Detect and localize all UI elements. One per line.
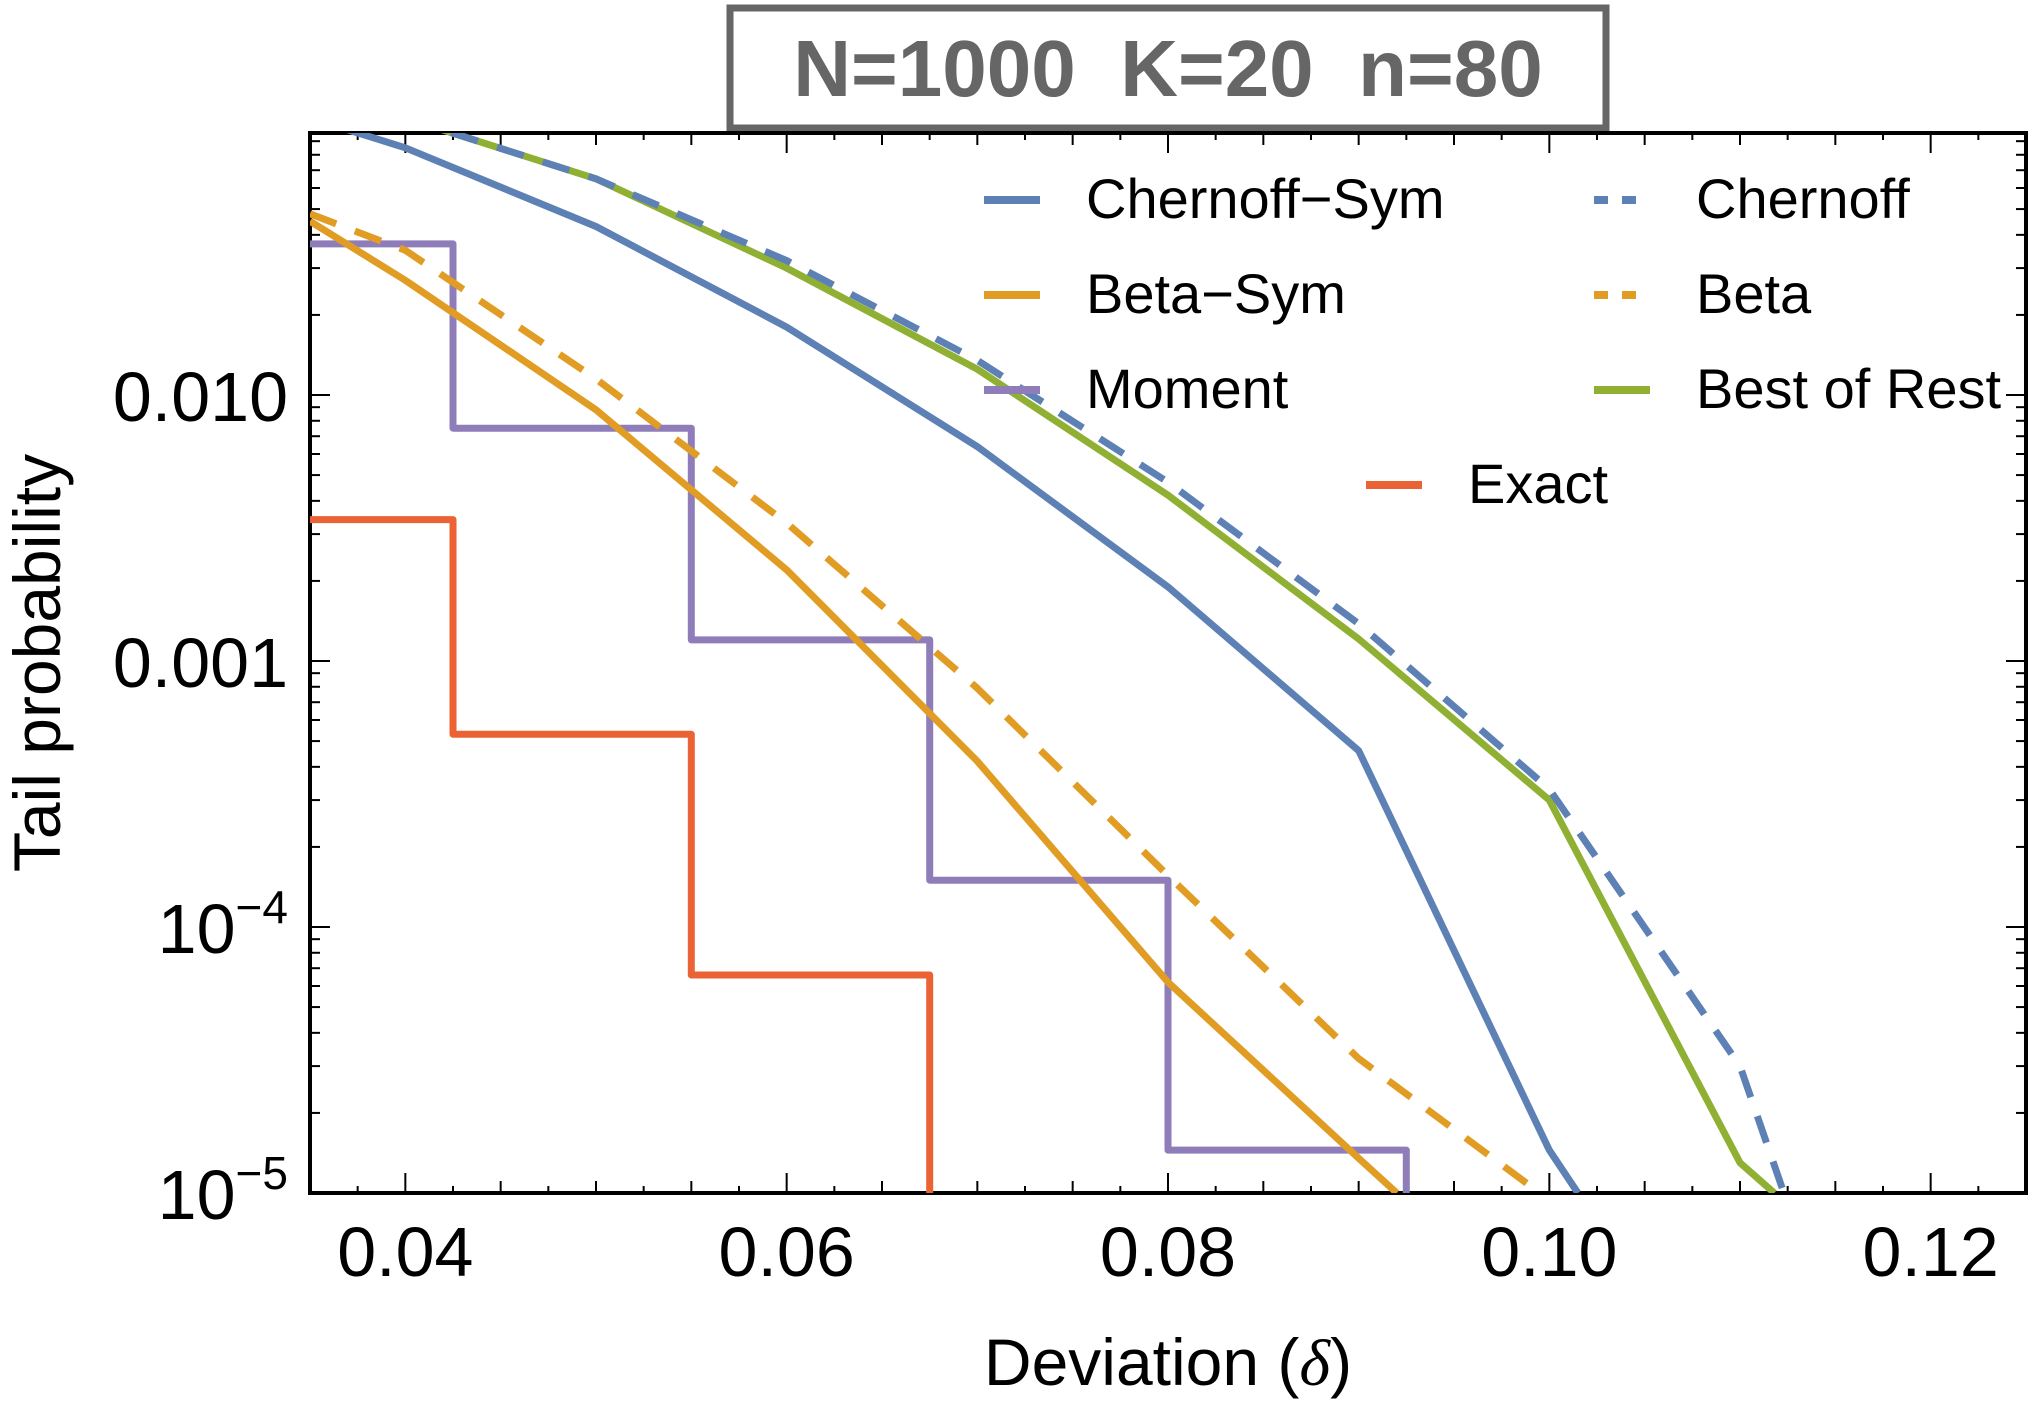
series-moment-line [310,240,1410,1193]
x-tick-label: 0.06 [719,1213,855,1291]
legend-label: Best of Rest [1696,357,2001,420]
y-tick-labels: 10−5 10−4 0.001 0.010 [113,358,288,1234]
legend-label: Chernoff−Sym [1086,167,1444,230]
legend: Chernoff−Sym Chernoff Beta−Sym Beta Moment Be… [984,167,2001,515]
series-beta-sym-line [310,218,1400,1193]
chart-title: N=1000 K=20 n=80 [793,24,1542,113]
y-axis-label: Tail probability [0,454,74,872]
series-layer [310,133,1788,1193]
x-tick-label: 0.04 [337,1213,473,1291]
legend-label: Beta−Sym [1086,262,1346,325]
x-axis-delta-symbol: δ [1299,1327,1331,1400]
y-tick-label: 10−4 [158,881,288,968]
legend-label: Moment [1086,357,1289,420]
legend-label: Exact [1468,452,1608,515]
legend-label: Beta [1696,262,1812,325]
series-exact-line [310,516,934,1193]
y-tick-label: 0.001 [113,624,288,702]
y-tick-label: 0.010 [113,358,288,436]
x-axis-label: Deviation (δ) [984,1325,1352,1400]
y-tick-label: 10−5 [158,1147,288,1234]
x-tick-label: 0.08 [1100,1213,1236,1291]
legend-label: Chernoff [1696,167,1910,230]
x-tick-label: 0.10 [1481,1213,1617,1291]
series-chernoff-line [440,133,1788,1193]
axis-ticks [309,133,2027,1194]
series-best-of-rest-line [440,133,1777,1193]
series-chernoff-sym-line [346,133,1581,1193]
x-tick-label: 0.12 [1863,1213,1999,1291]
x-tick-labels: 0.04 0.06 0.08 0.10 0.12 [337,1213,1999,1291]
series-beta-line [310,210,1542,1193]
chart-title-box [726,4,1610,132]
